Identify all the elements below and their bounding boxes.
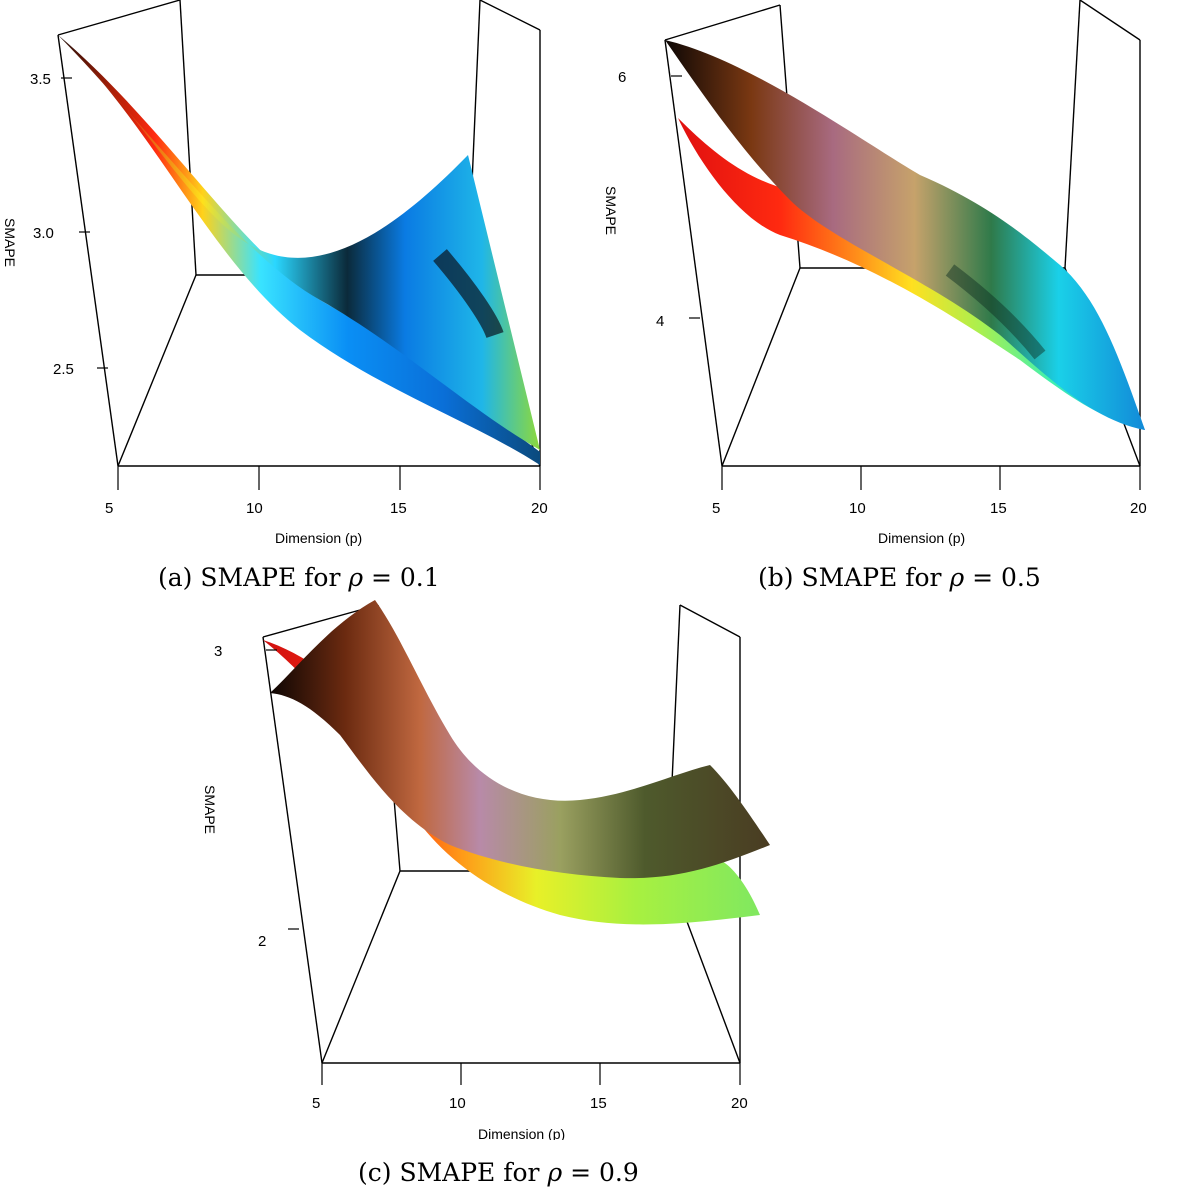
chart-a-plot: 3.5 3.0 2.5 SMAPE 5 10 15 20 Dimension (… [2,0,548,546]
chart-panel-a: 3.5 3.0 2.5 SMAPE 5 10 15 20 Dimension (… [0,0,600,600]
x-tick-c-1: 10 [449,1095,466,1112]
x-axis-label-a: Dimension (p) [275,530,362,546]
chart-panel-c: 3 2 SMAPE 5 10 15 20 Dimension (p) (c) S… [200,595,800,1190]
box-top-left-edge [57,0,181,36]
box-floor-left-edge [117,274,197,467]
caption-b: (b) SMAPE for ρ = 0.5 [758,563,1041,592]
caption-a: (a) SMAPE for ρ = 0.1 [158,563,440,592]
z-tick-b-1: 4 [656,313,664,330]
x-tick-a-2: 15 [390,500,407,517]
x-tick-a-0: 5 [105,500,113,517]
surface-b-ridge [945,264,1046,360]
y-axis-label-a: SMAPE [2,218,18,267]
y-axis-label-b: SMAPE [603,186,619,235]
z-axis-a: 3.5 3.0 2.5 SMAPE [2,71,108,378]
chart-b-plot: 6 4 SMAPE 5 10 15 20 Dimension (p) [603,0,1147,546]
surface-c-upper [270,600,770,879]
x-axis-label-c: Dimension (p) [478,1126,565,1140]
x-axis-b: 5 10 15 20 Dimension (p) [712,466,1147,546]
x-tick-a-1: 10 [246,500,263,517]
z-tick-a-0: 3.5 [30,71,51,88]
surface-a-lower [58,35,540,465]
y-axis-label-c: SMAPE [202,785,218,834]
z-tick-b-0: 6 [618,69,626,86]
chart-c-plot: 3 2 SMAPE 5 10 15 20 Dimension (p) [202,600,770,1140]
x-axis-c: 5 10 15 20 Dimension (p) [312,1063,748,1140]
x-axis-a: 5 10 15 20 Dimension (p) [105,466,548,546]
caption-c: (c) SMAPE for ρ = 0.9 [358,1158,639,1187]
z-axis-b: 6 4 SMAPE [603,69,700,330]
x-axis-label-b: Dimension (p) [878,530,965,546]
z-tick-c-1: 2 [258,933,266,950]
z-tick-a-1: 3.0 [33,225,54,242]
z-tick-a-2: 2.5 [53,361,74,378]
z-tick-c-0: 3 [214,643,222,660]
box-top-right-edge [479,0,541,31]
box-front-left-edge [57,34,119,467]
x-tick-c-2: 15 [590,1095,607,1112]
x-tick-a-3: 20 [531,500,548,517]
x-tick-c-3: 20 [731,1095,748,1112]
chart-panel-b: 6 4 SMAPE 5 10 15 20 Dimension (p) (b) S… [600,0,1200,600]
x-tick-b-3: 20 [1130,500,1147,517]
x-tick-b-1: 10 [849,500,866,517]
box-back-left-edge [179,0,197,276]
surface-b-upper [665,40,1145,430]
surface-a-upper [58,35,540,450]
surface-a-highlight [433,249,504,339]
z-axis-c: 3 2 SMAPE [202,643,299,950]
x-tick-b-2: 15 [990,500,1007,517]
x-tick-c-0: 5 [312,1095,320,1112]
x-tick-b-0: 5 [712,500,720,517]
